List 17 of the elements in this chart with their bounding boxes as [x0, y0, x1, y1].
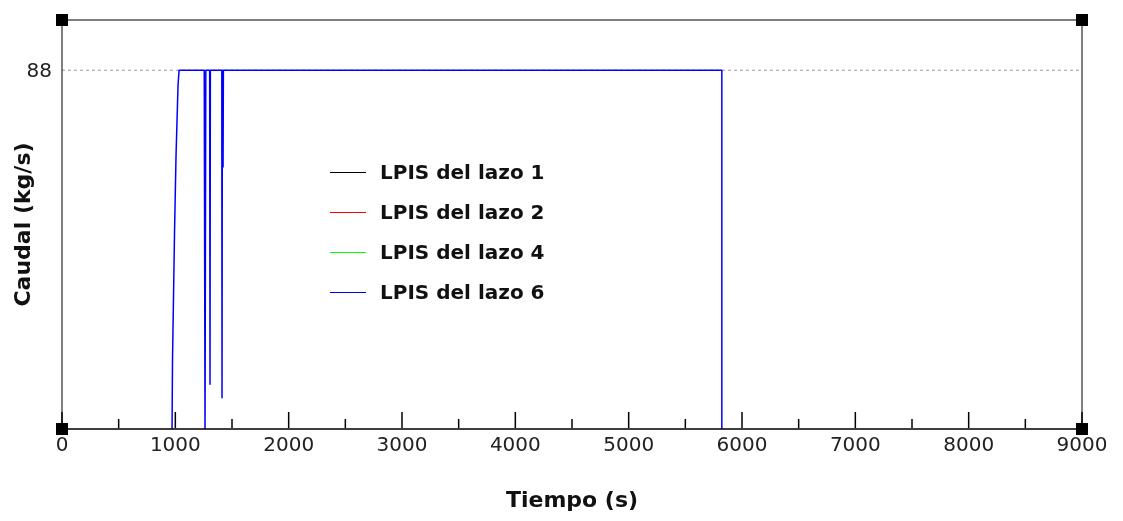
x-tick-label: 7000	[829, 432, 881, 456]
x-tick-label: 5000	[603, 432, 655, 456]
y-axis-title: Caudal (kg/s)	[10, 142, 35, 307]
text: 88	[26, 58, 52, 83]
legend-label: LPIS del lazo 6	[380, 279, 545, 306]
x-tick-label: 4000	[489, 432, 541, 456]
x-tick-label: 9000	[1056, 432, 1108, 456]
x-tick-label: 2000	[263, 432, 315, 456]
legend-label: LPIS del lazo 1	[380, 159, 545, 186]
x-tick-label: 1000	[149, 432, 201, 456]
x-tick-label: 0	[55, 432, 69, 456]
x-tick-label: 8000	[943, 432, 995, 456]
legend-label: LPIS del lazo 2	[380, 199, 545, 226]
x-tick-label: 6000	[716, 432, 768, 456]
x-axis-title: Tiempo (s)	[505, 487, 639, 512]
x-tick-label: 3000	[376, 432, 428, 456]
legend-label: LPIS del lazo 4	[380, 239, 545, 266]
